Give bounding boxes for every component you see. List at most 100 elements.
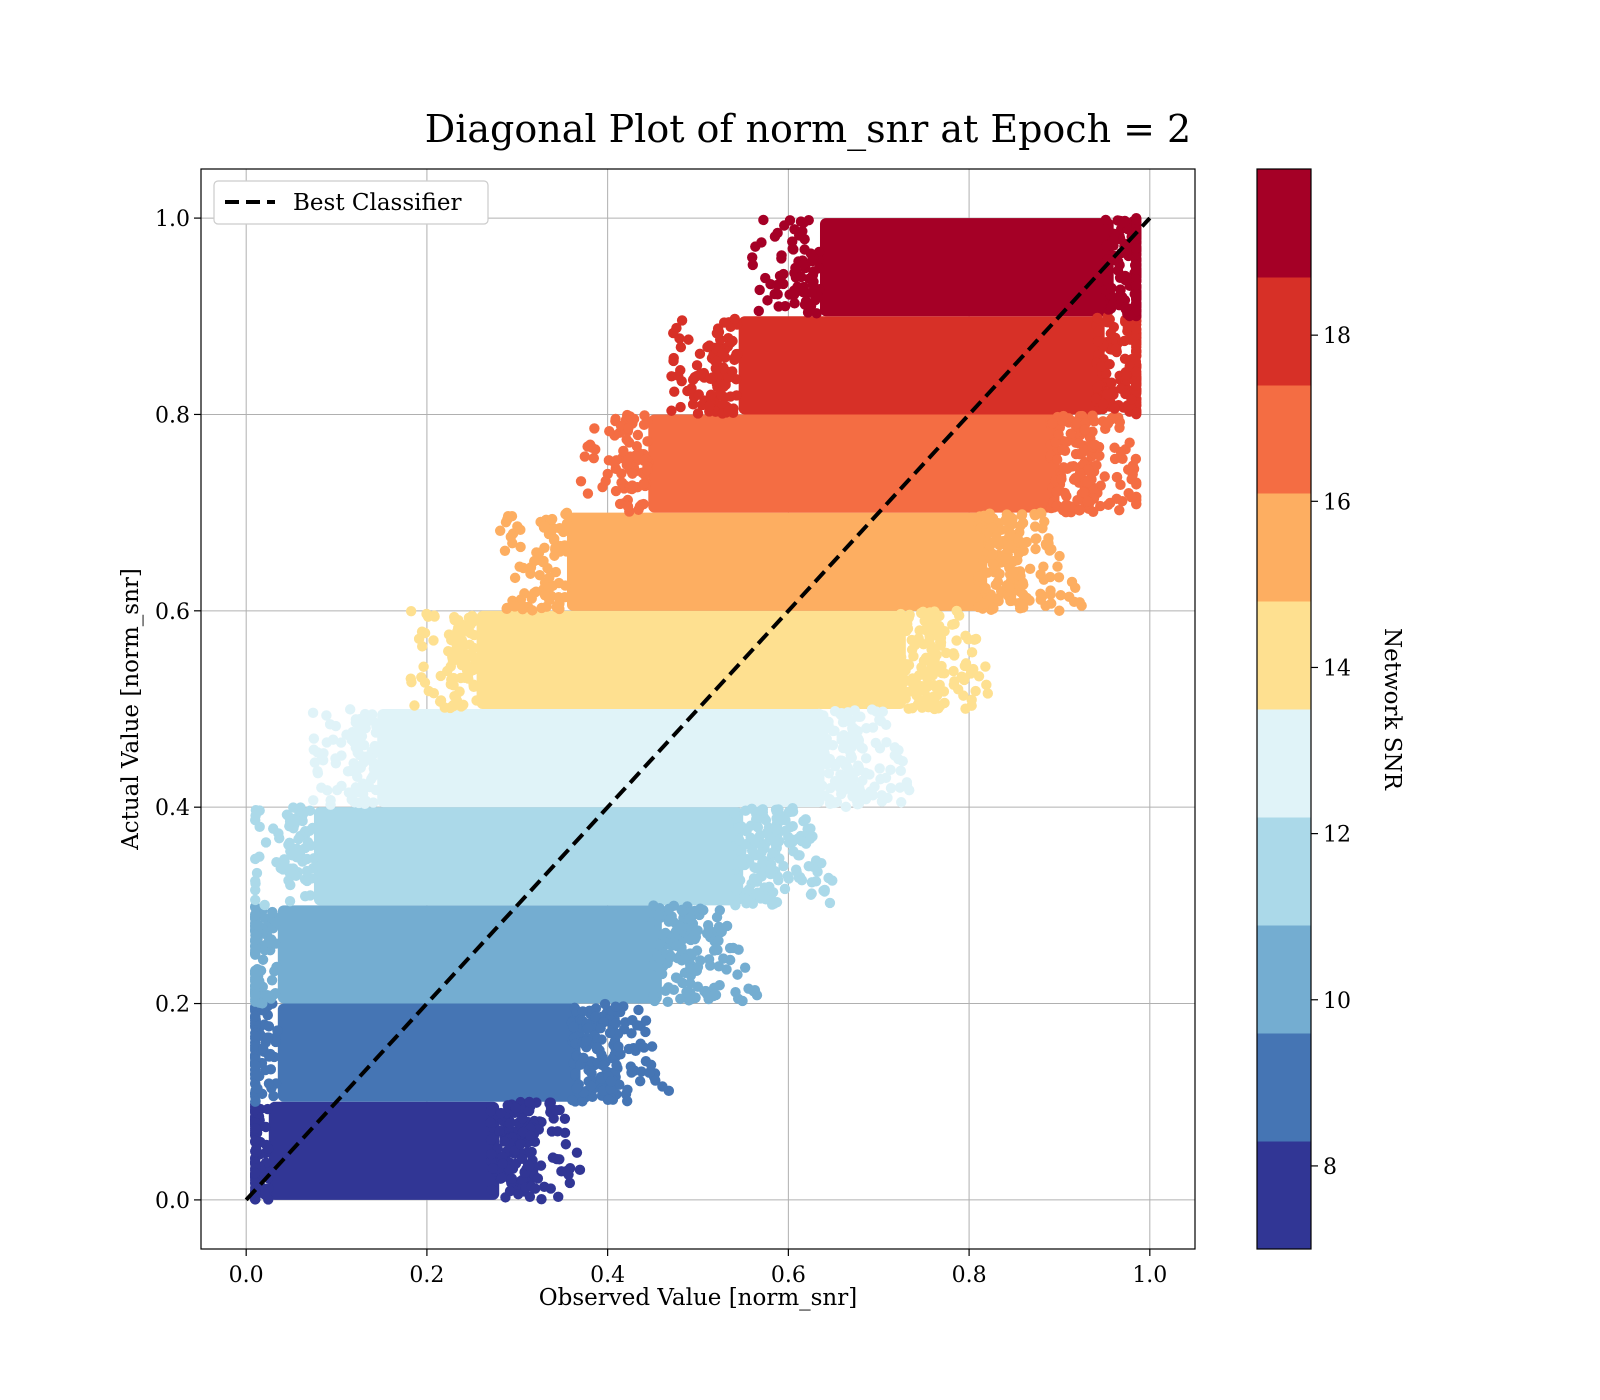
scatter-point — [747, 259, 758, 271]
scatter-point — [270, 938, 281, 949]
scatter-point — [902, 623, 914, 634]
scatter-point — [760, 894, 772, 905]
scatter-point — [756, 237, 767, 248]
scatter-point — [536, 1194, 547, 1205]
scatter-point — [1082, 496, 1093, 507]
scatter-point — [524, 1130, 536, 1141]
scatter-point — [765, 279, 776, 290]
scatter-point — [468, 629, 480, 641]
scatter-point — [695, 955, 706, 966]
scatter-point — [1120, 369, 1132, 380]
scatter-point — [790, 262, 801, 274]
scatter-point — [499, 1136, 510, 1147]
scatter-point — [604, 1027, 616, 1039]
scatter-point — [487, 1163, 499, 1174]
scatter-point — [1117, 291, 1128, 303]
scatter-point — [556, 1166, 567, 1177]
scatter-point — [263, 1021, 275, 1032]
scatter-point — [321, 710, 332, 721]
scatter-point — [894, 642, 906, 653]
scatter-point — [559, 1127, 571, 1139]
scatter-point — [610, 1001, 621, 1012]
scatter-point — [1131, 280, 1142, 291]
scatter-point — [453, 618, 464, 630]
scatter-point — [906, 634, 917, 646]
band-core — [566, 512, 988, 611]
scatter-point — [551, 602, 562, 613]
plot-frame — [200, 168, 1196, 1250]
band-core — [277, 905, 662, 1004]
scatter-point — [358, 752, 370, 764]
scatter-point — [271, 916, 282, 928]
scatter-point — [530, 1183, 541, 1194]
scatter-point — [982, 688, 993, 699]
scatter-point — [789, 298, 800, 309]
scatter-point — [1094, 450, 1105, 461]
scatter-point — [471, 695, 482, 706]
scatter-point — [581, 1035, 592, 1047]
scatter-point — [711, 355, 723, 367]
scatter-point — [529, 555, 540, 567]
scatter-point — [756, 871, 767, 882]
scatter-point — [250, 1135, 261, 1147]
scatter-point — [973, 671, 985, 682]
scatter-point — [250, 1030, 261, 1042]
scatter-point — [730, 899, 741, 911]
scatter-point — [371, 745, 382, 756]
scatter-point — [428, 635, 439, 646]
scatter-point — [951, 635, 962, 646]
scatter-point — [1106, 282, 1117, 294]
scatter-point — [610, 1018, 622, 1029]
scatter-point — [518, 562, 529, 574]
scatter-point — [648, 900, 659, 911]
scatter-point — [621, 459, 633, 471]
scatter-point — [579, 451, 590, 462]
scatter-point — [547, 580, 559, 591]
scatter-point — [636, 1066, 647, 1077]
scatter-point — [1102, 418, 1114, 429]
scatter-point — [924, 611, 936, 623]
scatter-point — [1030, 533, 1041, 545]
scatter-point — [539, 1181, 550, 1192]
scatter-band-2 — [277, 905, 662, 1004]
scatter-point — [747, 898, 759, 909]
scatter-point — [947, 619, 958, 630]
scatter-point — [709, 982, 720, 993]
scatter-point — [829, 705, 841, 717]
scatter-point — [595, 1022, 606, 1034]
scatter-point — [513, 1188, 524, 1200]
scatter-point — [922, 672, 933, 684]
scatter-point — [1070, 472, 1081, 484]
scatter-point — [1037, 523, 1048, 534]
scatter-point — [791, 866, 802, 877]
scatter-point — [551, 1153, 562, 1165]
scatter-point — [650, 1075, 661, 1086]
scatter-point — [1035, 507, 1046, 518]
scatter-point — [1131, 407, 1142, 418]
scatter-point — [251, 867, 263, 879]
scatter-point — [1105, 328, 1117, 339]
scatter-point — [729, 808, 740, 820]
scatter-point — [582, 488, 594, 499]
scatter-point — [806, 255, 818, 267]
scatter-point — [517, 1113, 528, 1124]
scatter-point — [654, 939, 665, 951]
scatter-point — [445, 679, 457, 690]
scatter-point — [1126, 394, 1137, 405]
scatter-point — [773, 301, 784, 312]
scatter-point — [250, 980, 261, 991]
scatter-point — [633, 504, 644, 515]
scatter-point — [737, 995, 748, 1007]
scatter-point — [1046, 598, 1057, 609]
scatter-point — [1002, 542, 1014, 554]
scatter-point — [704, 340, 715, 351]
scatter-point — [442, 665, 453, 677]
scatter-point — [794, 850, 805, 861]
scatter-point — [336, 780, 347, 792]
scatter-point — [284, 896, 296, 907]
y-axis-ticks: 0.0 0.2 0.4 0.6 0.8 1.0 — [155, 207, 201, 1214]
scatter-point — [727, 366, 738, 377]
scatter-point — [811, 780, 822, 791]
scatter-point — [731, 884, 742, 896]
scatter-point — [588, 452, 600, 464]
